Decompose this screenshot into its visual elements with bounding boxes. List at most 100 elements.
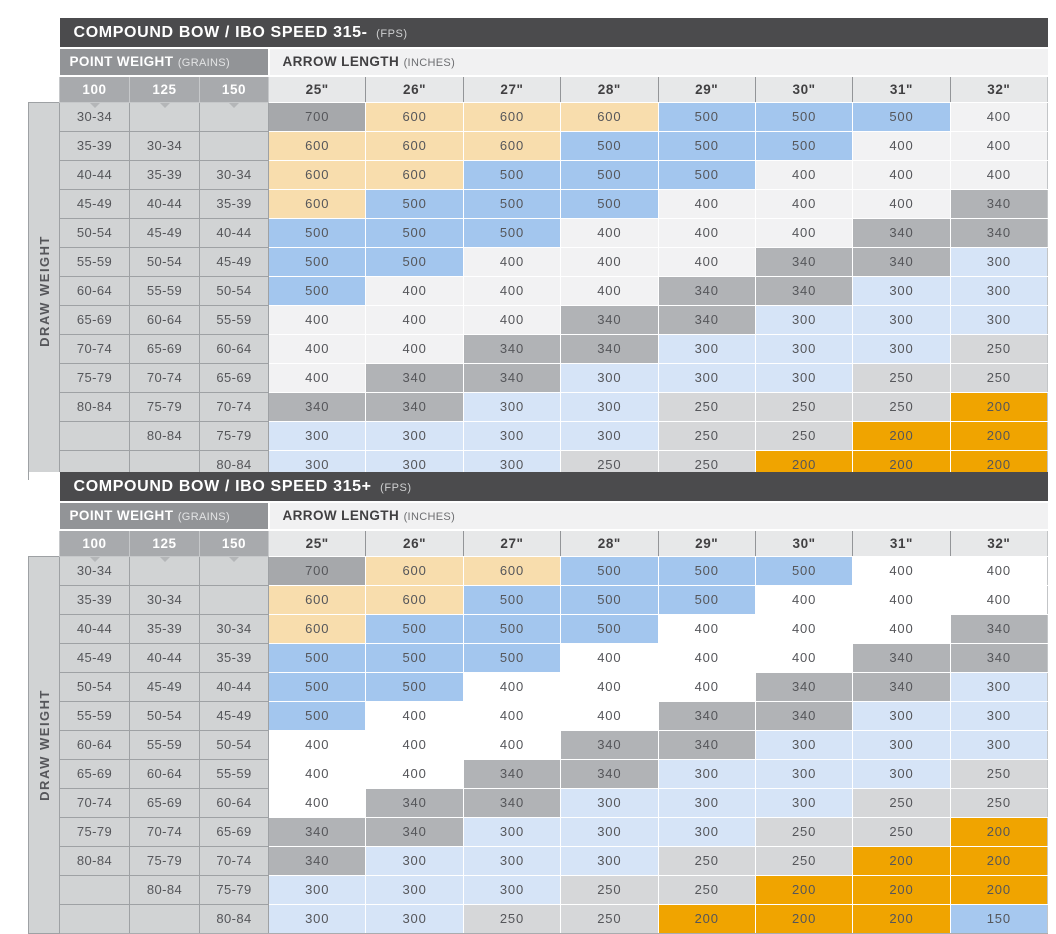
spine-value-cell: 400	[852, 584, 951, 615]
arrow-length-col-header: 32"	[949, 529, 1049, 557]
spine-value-cell: 500	[560, 613, 659, 644]
spine-value-cell: 400	[365, 275, 464, 306]
spine-value-cell: 300	[949, 275, 1049, 306]
spine-value-cell: 400	[462, 700, 562, 731]
spine-value-cell: 500	[462, 217, 562, 248]
table-row: 80-84 75-79 70-74 340 300 300 300 250 250 200 200	[29, 845, 1049, 876]
arrow-length-label: ARROW LENGTH	[282, 508, 400, 523]
draw-weight-cell: 70-74	[199, 845, 269, 876]
draw-weight-cell: 40-44	[199, 217, 269, 248]
draw-weight-cell: 65-69	[199, 362, 269, 393]
draw-weight-cell: 40-44	[129, 642, 200, 673]
arrow-length-label: ARROW LENGTH	[282, 54, 400, 69]
spine-value-cell: 340	[657, 275, 756, 306]
arrow-length-header: ARROW LENGTH (INCHES)	[268, 502, 1048, 531]
spine-value-cell: 400	[365, 333, 464, 364]
arrow-length-col-header: 25"	[267, 75, 367, 103]
spine-value-cell: 300	[852, 758, 951, 789]
spine-value-cell: 250	[754, 845, 854, 876]
table-row: DRAW WEIGHT 30-34 700 600 600 600 500 500 500 400	[28, 101, 1049, 480]
spine-value-cell: 600	[267, 584, 367, 615]
spine-table-body: DRAW WEIGHT 30-34 700 600 600 600 500 500 500 400…	[28, 101, 1049, 480]
table-row: 70-74 65-69 60-64 400 400 340 340 300 300 300 250	[29, 333, 1049, 364]
spine-value-cell: 250	[949, 758, 1049, 789]
draw-weight-cell: 50-54	[199, 729, 269, 760]
spine-value-cell: 600	[365, 130, 464, 161]
spine-value-cell: 500	[754, 101, 854, 132]
draw-weight-cell: 55-59	[59, 246, 130, 277]
draw-weight-cell: 65-69	[129, 787, 200, 818]
spine-value-cell: 340	[560, 333, 659, 364]
spine-value-cell: 500	[267, 275, 367, 306]
spine-value-cell: 600	[462, 555, 562, 586]
spine-value-cell: 340	[462, 333, 562, 364]
spine-value-cell: 150	[949, 903, 1049, 934]
draw-weight-cell: 50-54	[59, 217, 130, 248]
spine-value-cell: 400	[852, 188, 951, 219]
spine-value-cell: 500	[462, 613, 562, 644]
spine-value-cell: 500	[365, 671, 464, 702]
spine-value-cell: 300	[560, 845, 659, 876]
corner-spacer	[28, 18, 60, 48]
spine-value-cell: 500	[365, 188, 464, 219]
spine-value-cell: 500	[560, 584, 659, 615]
spine-value-cell: 300	[852, 275, 951, 306]
table-row: 65-69 60-64 55-59 400 400 400 340 340 300 300 300	[29, 304, 1049, 335]
draw-weight-cell: 55-59	[59, 700, 130, 731]
spine-value-cell: 200	[949, 391, 1049, 422]
spine-value-cell: 400	[852, 613, 951, 644]
spine-value-cell: 500	[462, 188, 562, 219]
spine-table-315-plus: COMPOUND BOW / IBO SPEED 315+ (FPS) POIN…	[28, 472, 1049, 934]
spine-value-cell: 340	[754, 671, 854, 702]
spine-value-cell: 600	[267, 130, 367, 161]
table-row: 60-64 55-59 50-54 500 400 400 400 340 340 300 300	[29, 275, 1049, 306]
arrow-length-col-header: 31"	[852, 529, 951, 557]
draw-weight-cell	[59, 874, 130, 905]
draw-weight-cell: 30-34	[129, 584, 200, 615]
spine-value-cell: 300	[462, 845, 562, 876]
draw-weight-cell: 45-49	[129, 217, 200, 248]
spine-value-cell: 500	[365, 613, 464, 644]
spine-value-cell: 340	[267, 816, 367, 847]
spine-value-cell: 340	[560, 758, 659, 789]
spine-value-cell: 500	[267, 671, 367, 702]
table-title: COMPOUND BOW / IBO SPEED 315-	[73, 23, 368, 41]
spine-value-cell: 200	[949, 816, 1049, 847]
draw-weight-cell	[199, 101, 269, 132]
draw-weight-cell	[129, 903, 200, 934]
spine-value-cell: 300	[754, 787, 854, 818]
spine-value-cell: 300	[657, 758, 756, 789]
spine-value-cell: 300	[949, 671, 1049, 702]
spine-value-cell: 400	[949, 130, 1049, 161]
spine-value-cell: 400	[365, 729, 464, 760]
spine-value-cell: 250	[657, 391, 756, 422]
draw-weight-cell: 80-84	[129, 874, 200, 905]
table-title-bar: COMPOUND BOW / IBO SPEED 315- (FPS)	[59, 18, 1048, 49]
draw-weight-cell: 35-39	[199, 642, 269, 673]
draw-weight-cell: 40-44	[129, 188, 200, 219]
spine-value-cell: 400	[560, 275, 659, 306]
spine-value-cell: 500	[754, 555, 854, 586]
arrow-length-unit: (INCHES)	[403, 511, 456, 523]
spine-value-cell: 300	[462, 391, 562, 422]
spine-value-cell: 500	[657, 101, 756, 132]
draw-weight-cell	[199, 584, 269, 615]
draw-weight-axis-text: DRAW WEIGHT	[36, 234, 52, 347]
draw-weight-cell: 50-54	[59, 671, 130, 702]
spine-value-cell: 250	[754, 420, 854, 451]
spine-value-cell: 300	[754, 304, 854, 335]
table-row: 80-84 75-79 70-74 340 340 300 300 250 250 250 200	[29, 391, 1049, 422]
spine-value-cell: 250	[949, 787, 1049, 818]
table-row: 40-44 35-39 30-34 600 600 500 500 500 400 400 400	[29, 159, 1049, 190]
spine-value-cell: 300	[657, 816, 756, 847]
arrow-length-unit: (INCHES)	[403, 57, 456, 69]
spine-value-cell: 200	[949, 874, 1049, 905]
arrow-length-col-header: 25"	[267, 529, 367, 557]
draw-weight-cell: 80-84	[59, 845, 130, 876]
spine-value-cell: 300	[852, 333, 951, 364]
spine-chart-315-plus: COMPOUND BOW / IBO SPEED 315+ (FPS) POIN…	[28, 472, 1049, 934]
spine-value-cell: 250	[754, 816, 854, 847]
table-row: DRAW WEIGHT 30-34 700 600 600 500 500 500 400 400	[28, 555, 1049, 934]
draw-weight-cell: 70-74	[129, 362, 200, 393]
draw-weight-axis-text: DRAW WEIGHT	[36, 688, 52, 801]
